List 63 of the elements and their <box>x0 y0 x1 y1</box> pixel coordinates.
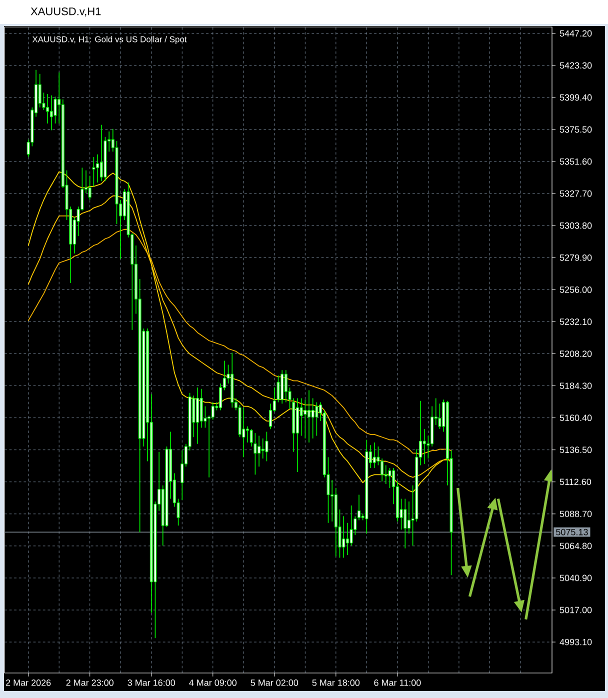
candlestick <box>265 431 268 462</box>
ref-line-label: 5075.13 <box>556 528 588 536</box>
candlestick <box>211 402 214 420</box>
candlestick <box>284 370 288 403</box>
y-tick-label: 5232.10 <box>560 318 592 325</box>
candlestick <box>311 398 314 439</box>
y-tick-label: 5064.80 <box>560 542 592 550</box>
y-tick-label: 5256.00 <box>560 286 592 293</box>
candlestick <box>404 498 407 549</box>
candlestick <box>342 516 346 558</box>
y-tick-label: 5447.20 <box>560 30 592 37</box>
y-tick-label: 5136.50 <box>560 446 592 454</box>
candlestick <box>261 438 264 459</box>
candlestick <box>200 388 203 428</box>
candlestick <box>358 494 360 521</box>
candlestick <box>308 390 310 443</box>
text: XAUUSD.v, H1: Gold vs US Dollar / Spot <box>32 36 187 44</box>
candlestick <box>254 432 257 476</box>
candlestick <box>250 428 253 447</box>
candlestick <box>88 175 92 200</box>
candlestick <box>242 407 246 458</box>
candlestick <box>246 426 249 443</box>
x-tick-label: 4 Mar 09:00 <box>189 680 237 686</box>
y-tick-label: 5040.90 <box>560 574 592 582</box>
chart-title: XAUUSD.v,H1 <box>30 7 101 17</box>
x-tick-label: 2 Mar 2026 <box>6 680 51 686</box>
candlestick <box>258 435 260 467</box>
y-tick-label: 5208.20 <box>560 350 592 357</box>
candlestick <box>46 94 50 124</box>
candlestick <box>350 505 353 546</box>
y-tick-label: 5399.40 <box>560 94 592 101</box>
y-tick-label: 5375.50 <box>560 126 592 133</box>
candlestick <box>300 398 303 436</box>
y-tick-label: 5279.90 <box>560 254 592 261</box>
y-tick-label: 5423.30 <box>560 62 592 69</box>
candlestick <box>92 156 96 187</box>
candlestick <box>422 428 426 464</box>
candlestick <box>408 501 410 534</box>
x-tick-label: 3 Mar 16:00 <box>128 680 176 686</box>
candlestick <box>315 402 318 436</box>
candlestick <box>180 450 184 501</box>
y-tick-label: 5184.30 <box>560 382 592 389</box>
y-tick-label: 5303.80 <box>560 222 592 229</box>
candlestick <box>100 124 103 182</box>
candlestick <box>346 522 349 556</box>
candlestick <box>380 458 384 482</box>
y-tick-label: 5088.70 <box>560 510 592 518</box>
x-tick-label: 5 Mar 02:00 <box>250 680 298 686</box>
y-tick-label: 4993.10 <box>560 638 592 646</box>
y-tick-label: 5351.60 <box>560 158 592 165</box>
y-tick-label: 5112.60 <box>560 478 592 486</box>
y-tick-label: 5327.70 <box>560 190 592 197</box>
candlestick <box>50 94 53 131</box>
candlestick <box>384 464 388 484</box>
candlestick <box>269 403 272 430</box>
candlestick <box>96 154 99 183</box>
x-tick-label: 6 Mar 11:00 <box>374 680 421 686</box>
y-tick-label: 5017.00 <box>560 606 592 614</box>
candlestick <box>372 442 376 468</box>
x-tick-label: 2 Mar 23:00 <box>66 680 114 686</box>
y-tick-label: 5160.40 <box>560 414 592 422</box>
candlestick <box>304 399 307 439</box>
x-tick-label: 5 Mar 18:00 <box>312 680 360 686</box>
